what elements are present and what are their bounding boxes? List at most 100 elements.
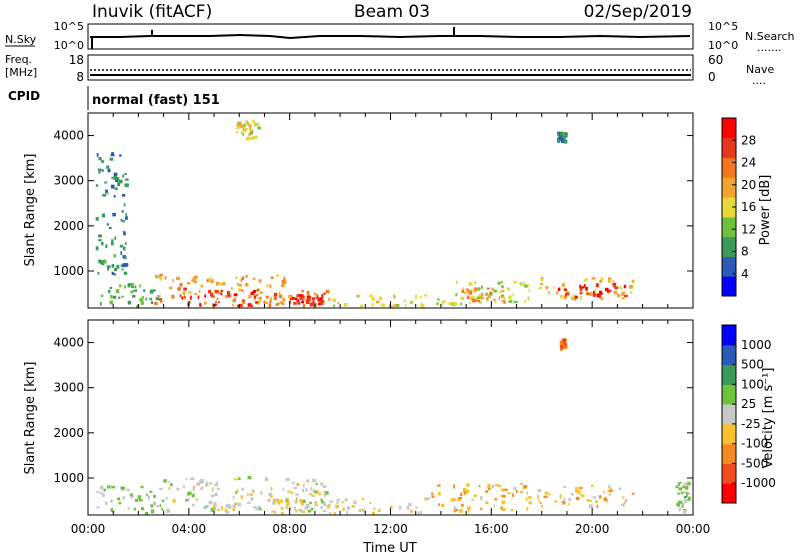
range-gate-cell <box>420 304 425 308</box>
colorbar-swatch <box>722 404 736 425</box>
range-gate-cell <box>564 346 568 349</box>
range-gate-cell <box>132 295 136 298</box>
range-gate-cell <box>476 300 481 303</box>
range-gate-cell <box>564 288 567 291</box>
range-gate-cell <box>557 133 560 136</box>
range-gate-cell <box>168 481 170 483</box>
range-gate-cell <box>149 297 153 301</box>
range-gate-cell <box>600 297 604 301</box>
range-gate-cell <box>214 484 218 487</box>
range-gate-cell <box>182 291 186 295</box>
range-gate-cell <box>249 128 254 133</box>
range-gate-cell <box>269 298 272 303</box>
range-gate-cell <box>239 303 243 308</box>
range-gate-cell <box>216 297 219 301</box>
range-gate-cell <box>455 508 459 512</box>
range-gate-cell <box>189 477 193 480</box>
range-gate-cell <box>295 509 298 513</box>
range-gate-cell <box>309 501 313 504</box>
range-gate-cell <box>475 287 479 291</box>
range-gate-cell <box>588 292 593 296</box>
range-gate-cell <box>227 505 232 509</box>
range-gate-cell <box>187 291 192 295</box>
range-gate-cell <box>575 489 579 493</box>
range-gate-cell <box>609 489 614 492</box>
range-gate-cell <box>461 289 465 293</box>
range-gate-cell <box>254 123 258 126</box>
range-gate-cell <box>519 482 524 486</box>
range-gate-cell <box>316 294 319 298</box>
colorbar-tick-label: -100 <box>741 437 768 451</box>
range-gate-cell <box>217 508 220 512</box>
range-gate-cell <box>287 490 291 493</box>
range-gate-cell <box>578 486 580 491</box>
range-gate-cell <box>250 304 254 307</box>
range-gate-cell <box>247 476 252 480</box>
range-gate-cell <box>189 300 191 304</box>
range-gate-cell <box>144 512 149 515</box>
range-gate-cell <box>257 126 261 130</box>
range-gate-cell <box>107 267 109 271</box>
range-gate-cell <box>526 284 530 287</box>
nsky-tick-top: 10^5 <box>54 20 84 33</box>
range-gate-cell <box>257 505 261 510</box>
range-gate-cell <box>297 300 301 305</box>
range-gate-cell <box>193 280 197 284</box>
range-gate-cell <box>215 481 218 485</box>
range-gate-cell <box>684 491 687 494</box>
range-gate-cell <box>316 490 319 493</box>
range-gate-cell <box>572 294 576 299</box>
range-gate-cell <box>289 506 292 511</box>
range-gate-cell <box>122 255 126 259</box>
range-gate-cell <box>220 292 223 296</box>
colorbar-swatch <box>722 118 736 139</box>
range-gate-cell <box>501 290 505 293</box>
range-gate-cell <box>110 508 114 512</box>
y-tick-label: 3000 <box>53 174 84 188</box>
range-gate-cell <box>585 286 588 291</box>
range-gate-cell <box>682 510 687 514</box>
range-gate-cell <box>155 274 159 279</box>
range-gate-cell <box>494 498 497 501</box>
range-gate-cell <box>101 159 104 163</box>
range-gate-cell <box>134 285 137 289</box>
range-gate-cell <box>415 506 418 509</box>
range-gate-cell <box>498 290 501 294</box>
range-gate-cell <box>396 303 400 307</box>
scatter-region <box>99 283 162 308</box>
range-gate-cell <box>593 291 595 294</box>
scatter-region <box>154 273 287 307</box>
range-gate-cell <box>236 282 239 286</box>
range-gate-cell <box>260 491 263 495</box>
range-gate-cell <box>113 172 118 177</box>
range-gate-cell <box>453 484 456 489</box>
range-gate-cell <box>519 283 523 286</box>
range-gate-cell <box>159 300 163 303</box>
range-gate-cell <box>586 498 589 502</box>
range-gate-cell <box>314 504 318 507</box>
range-gate-cell <box>191 493 195 498</box>
range-gate-cell <box>524 284 528 288</box>
range-gate-cell <box>539 501 543 504</box>
range-gate-cell <box>100 294 104 298</box>
range-gate-cell <box>143 289 146 293</box>
range-gate-cell <box>592 293 595 297</box>
range-gate-cell <box>599 295 602 299</box>
range-gate-cell <box>259 299 262 303</box>
range-gate-cell <box>131 286 135 288</box>
range-gate-cell <box>473 494 477 498</box>
range-gate-cell <box>353 500 357 504</box>
colorbar-swatch <box>722 137 736 159</box>
range-gate-cell <box>212 506 216 510</box>
range-gate-cell <box>613 284 616 288</box>
range-gate-cell <box>631 492 635 495</box>
range-gate-cell <box>269 296 273 300</box>
range-gate-cell <box>211 295 215 298</box>
range-gate-cell <box>557 139 561 143</box>
range-gate-cell <box>301 298 304 301</box>
range-gate-cell <box>371 297 375 301</box>
range-gate-cell <box>419 511 423 515</box>
range-gate-cell <box>121 194 126 197</box>
range-gate-cell <box>150 509 155 514</box>
colorbar-tick-label: 16 <box>741 200 756 214</box>
